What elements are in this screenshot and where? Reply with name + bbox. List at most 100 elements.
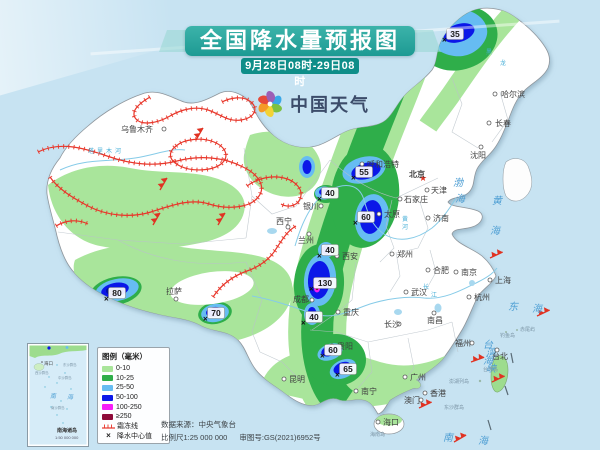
city-label: 香港 <box>430 388 446 398</box>
city-dot <box>418 397 424 403</box>
city-label: 长春 <box>495 118 511 128</box>
legend-items: 0-10 10-25 25-50 50-100 100-250 ≥250 <box>102 364 166 422</box>
city-label: 重庆 <box>343 307 359 317</box>
legend-label: 100-250 <box>116 403 142 411</box>
city-label: 乌鲁木齐 <box>121 124 153 134</box>
title-banner: 全国降水量预报图 9月28日08时-29日08时 <box>0 26 600 88</box>
city-label: 兰州 <box>298 235 314 245</box>
city-label: 石家庄 <box>404 194 428 204</box>
geo-label: 赤尾屿 <box>520 326 535 333</box>
legend-item: 10-25 <box>102 374 166 384</box>
geo-label: 海 <box>478 435 490 447</box>
value-badge-text: 130 <box>318 278 332 288</box>
city-dot <box>425 267 431 273</box>
wind-barb-icon <box>215 212 226 226</box>
value-badge <box>207 307 225 319</box>
city-dot <box>397 196 403 202</box>
city-dot <box>466 294 472 300</box>
legend-center-row: × 降水中心值 <box>102 431 166 441</box>
center-x-marker: × <box>317 195 322 204</box>
city-label: 天津 <box>431 185 447 195</box>
city-label: 拉萨 <box>166 286 182 296</box>
value-badge <box>446 28 464 40</box>
wind-barb-icon <box>536 307 550 317</box>
legend-title: 图例（毫米） <box>102 352 147 361</box>
value-badge <box>355 166 373 178</box>
city-label: 合肥 <box>433 265 449 275</box>
center-x-marker: × <box>320 352 325 361</box>
wind-barb-icon <box>193 127 204 141</box>
korea-landmass <box>502 158 533 202</box>
svg-text:西沙群岛: 西沙群岛 <box>35 370 49 375</box>
value-badge-text: 65 <box>343 364 353 374</box>
city-label: 西安 <box>342 251 358 261</box>
city-dot <box>494 347 500 353</box>
geo-label: 南 <box>443 432 455 444</box>
geo-label: 峡 <box>486 363 498 375</box>
value-badge-text: 60 <box>361 212 371 222</box>
city-dot <box>173 296 179 302</box>
value-badge <box>313 277 337 289</box>
city-label: 昆明 <box>289 375 305 384</box>
city-label: 海口 <box>383 417 399 427</box>
boundary-dashes <box>487 352 514 431</box>
value-badge <box>108 287 126 299</box>
legend-item: 0-10 <box>102 364 166 374</box>
wind-barb-icon <box>418 399 432 409</box>
center-x-marker: × <box>309 285 314 294</box>
geo-label: 钓鱼岛 <box>500 332 515 339</box>
value-badge <box>305 311 323 323</box>
geo-label: 黑 <box>486 49 492 56</box>
city-dot <box>281 376 287 382</box>
approval-number: 审图号:GS(2021)6952号 <box>239 433 321 442</box>
value-badge-text: 80 <box>112 288 122 298</box>
city-label: 西宁 <box>276 216 292 226</box>
legend-swatch <box>102 413 113 420</box>
city-label: 哈尔滨 <box>501 89 525 99</box>
rivers <box>59 149 498 317</box>
city-label: 沈阳 <box>470 150 486 160</box>
legend-swatch <box>102 394 113 401</box>
city-label: 杭州 <box>474 292 490 302</box>
city-dot <box>335 309 341 315</box>
city-label: 南宁 <box>361 386 377 396</box>
geo-label: 河 <box>402 223 408 231</box>
geo-label: 江 <box>431 292 437 299</box>
city-dot <box>453 269 459 275</box>
geo-label: 澎湖列岛 <box>449 378 469 385</box>
city-dot <box>424 187 430 193</box>
geo-label: 东 <box>508 301 519 313</box>
value-badge <box>324 344 342 356</box>
geo-label: 台 <box>483 339 494 351</box>
city-label: 贵阳 <box>337 341 353 351</box>
center-value-icon: × <box>106 431 111 441</box>
legend-item: ≥250 <box>102 412 166 422</box>
value-badge <box>339 363 357 375</box>
city-label: 福州 <box>455 339 471 348</box>
city-dot <box>425 215 431 221</box>
city-dot <box>306 231 312 237</box>
city-dot <box>309 297 315 303</box>
geo-label: 海 <box>483 355 495 367</box>
value-badge <box>321 187 339 199</box>
city-label: 长沙 <box>384 319 400 329</box>
city-label: 武汉 <box>411 287 427 297</box>
center-x-marker: × <box>317 252 322 261</box>
center-x-marker: × <box>442 36 447 45</box>
value-badge-text: 55 <box>359 167 369 177</box>
geo-label: 海 <box>455 193 467 205</box>
city-dot <box>492 91 498 97</box>
center-x-marker: × <box>203 315 208 324</box>
value-badge-text: 60 <box>328 345 338 355</box>
wind-barb-icon <box>150 212 161 226</box>
city-label: 济南 <box>433 213 449 223</box>
city-dot <box>486 120 492 126</box>
geo-label: 东沙群岛 <box>444 404 464 411</box>
legend-label: ≥250 <box>116 413 132 421</box>
legend-label: 25-50 <box>116 384 134 392</box>
frost-line-label: 霜冻线 <box>117 423 138 431</box>
value-badge-text: 40 <box>309 312 319 322</box>
legend-item: 50-100 <box>102 393 166 403</box>
city-dot <box>161 126 167 132</box>
